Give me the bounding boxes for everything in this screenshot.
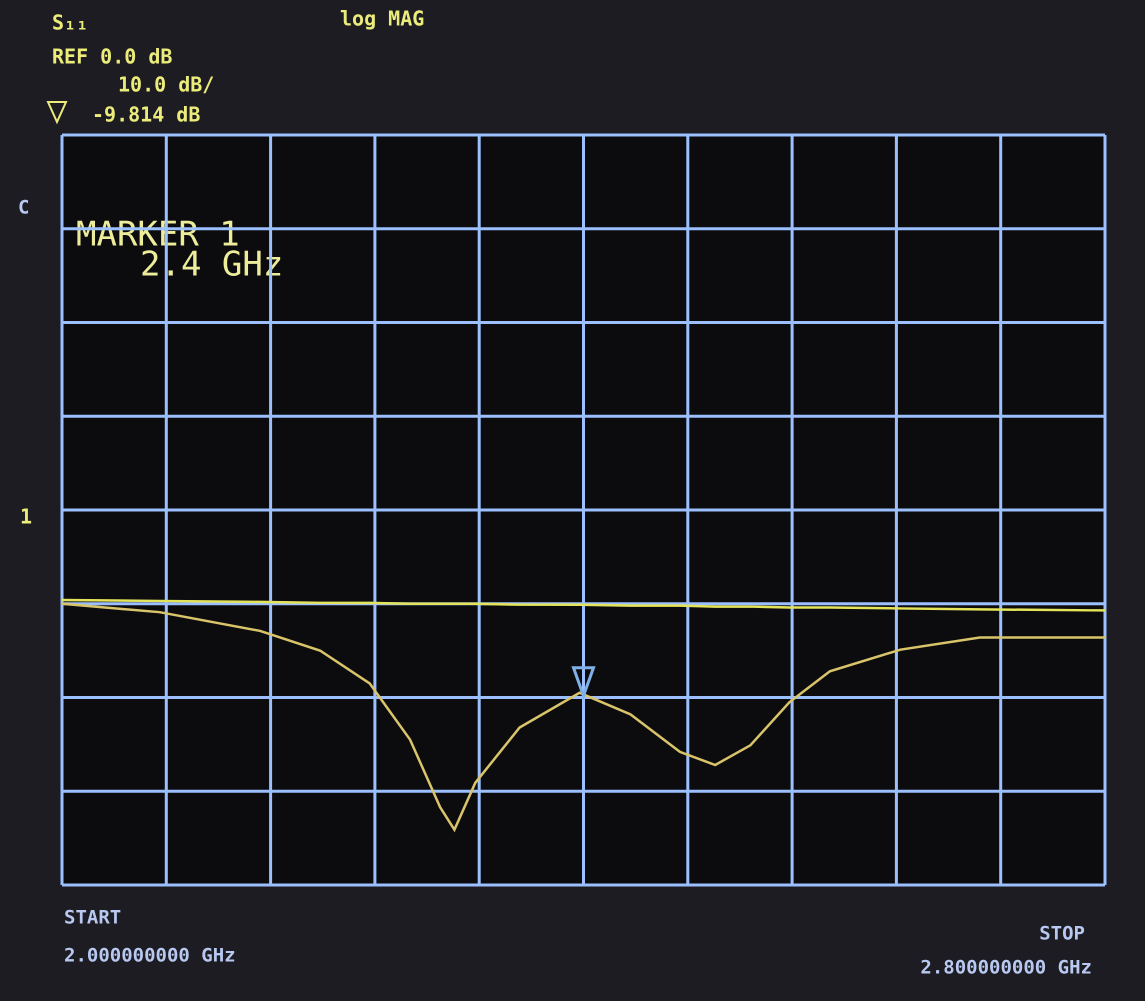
stop-value: 2.800000000 GHz <box>920 957 1092 979</box>
channel: C <box>18 197 29 219</box>
marker-readout: -9.814 dB <box>92 103 200 127</box>
ref-label: REF 0.0 dB <box>52 45 172 69</box>
trace <box>61 602 1105 833</box>
ref-marker: 1 <box>20 505 32 529</box>
title: log MAG <box>340 7 424 31</box>
start-label: START <box>64 907 121 929</box>
scale-label: 10.0 dB/ <box>118 73 214 97</box>
marker-name: MARKER 1 <box>76 215 240 255</box>
marker <box>571 666 596 701</box>
trace <box>61 598 1105 612</box>
start-value: 2.000000000 GHz <box>64 945 236 967</box>
stop-label: STOP <box>1039 923 1085 945</box>
marker-icon <box>46 101 68 125</box>
marker-freq: 2.4 GHz <box>140 245 283 285</box>
parameter: S₁₁ <box>52 11 88 35</box>
